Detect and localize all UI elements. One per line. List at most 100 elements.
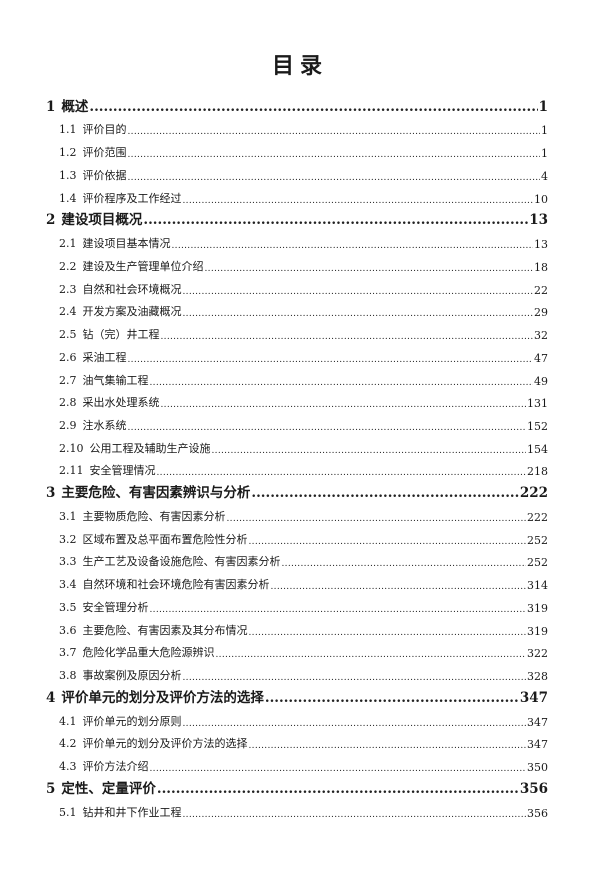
toc-section-entry[interactable]: 3.8 事故案例及原因分析 328 xyxy=(46,660,548,683)
toc-section-entry[interactable]: 3.5 安全管理分析 319 xyxy=(46,592,548,615)
entry-page-number: 1 xyxy=(541,124,548,138)
entry-label: 1.1 评价目的 xyxy=(59,121,127,137)
entry-label: 2.9 注水系统 xyxy=(59,417,127,433)
entry-number: 2.1 xyxy=(59,237,77,251)
entry-label: 4.1 评价单元的划分原则 xyxy=(59,713,182,729)
entry-page-number: 314 xyxy=(527,579,548,593)
entry-number: 2.6 xyxy=(59,350,77,364)
entry-label: 1 概述 xyxy=(46,95,88,115)
entry-label: 1.3 评价依据 xyxy=(59,167,127,183)
toc-section-entry[interactable]: 3.3 生产工艺及设备设施危险、有害因素分析 252 xyxy=(46,547,548,569)
entry-title: 开发方案及油藏概况 xyxy=(82,305,182,319)
entry-title: 定性、定量评价 xyxy=(61,780,156,797)
toc-section-entry[interactable]: 4.2 评价单元的划分及评价方法的选择 347 xyxy=(46,729,548,751)
entry-number: 3.7 xyxy=(59,646,77,660)
toc-section-entry[interactable]: 2.1 建设项目基本情况 13 xyxy=(46,228,548,251)
entry-number: 3.5 xyxy=(59,600,77,614)
entry-title: 评价单元的划分及评价方法的选择 xyxy=(61,689,264,706)
dot-leader xyxy=(172,241,534,251)
entry-number: 2.7 xyxy=(59,373,77,387)
toc-section-entry[interactable]: 4.1 评价单元的划分原则 347 xyxy=(46,706,548,729)
entry-page-number: 29 xyxy=(534,306,548,320)
entry-number: 2.8 xyxy=(59,396,77,410)
entry-title: 评价单元的划分原则 xyxy=(82,714,182,728)
entry-title: 主要危险、有害因素辨识与分析 xyxy=(61,485,251,502)
entry-number: 2.10 xyxy=(59,441,84,455)
entry-title: 评价依据 xyxy=(82,168,127,182)
toc-section-entry[interactable]: 2.8 采出水处理系统 131 xyxy=(46,388,548,410)
toc-section-entry[interactable]: 4.3 评价方法介绍 350 xyxy=(46,751,548,774)
dot-leader xyxy=(205,264,534,274)
entry-title: 事故案例及原因分析 xyxy=(82,669,182,683)
entry-number: 4 xyxy=(46,689,56,706)
entry-page-number: 18 xyxy=(534,260,548,274)
toc-section-entry[interactable]: 2.11 安全管理情况 218 xyxy=(46,456,548,478)
entry-label: 3.5 安全管理分析 xyxy=(59,599,149,615)
entry-number: 2.3 xyxy=(59,282,77,296)
entry-page-number: 32 xyxy=(534,329,548,343)
entry-page-number: 222 xyxy=(527,510,548,524)
toc-chapter-entry[interactable]: 5 定性、定量评价 356 xyxy=(46,774,548,797)
entry-title: 钻（完）井工程 xyxy=(82,328,160,342)
entry-page-number: 350 xyxy=(527,761,548,775)
entry-label: 3.1 主要物质危险、有害因素分析 xyxy=(59,508,226,524)
toc-chapter-entry[interactable]: 1 概述 1 xyxy=(46,92,548,115)
entry-label: 5 定性、定量评价 xyxy=(46,777,156,797)
toc-section-entry[interactable]: 2.3 自然和社会环境概况 22 xyxy=(46,274,548,297)
dot-leader xyxy=(265,690,519,706)
toc-section-entry[interactable]: 1.4 评价程序及工作经过 10 xyxy=(46,183,548,206)
toc-section-entry[interactable]: 1.3 评价依据 4 xyxy=(46,160,548,183)
entry-number: 1.2 xyxy=(59,146,77,160)
toc-section-entry[interactable]: 2.9 注水系统 152 xyxy=(46,410,548,433)
entry-number: 2.2 xyxy=(59,259,77,273)
dot-leader xyxy=(251,485,518,501)
entry-label: 4 评价单元的划分及评价方法的选择 xyxy=(46,686,264,706)
entry-number: 4.3 xyxy=(59,760,77,774)
toc-chapter-entry[interactable]: 3 主要危险、有害因素辨识与分析 222 xyxy=(46,478,548,501)
toc-section-entry[interactable]: 3.2 区域布置及总平面布置危险性分析 252 xyxy=(46,524,548,547)
entry-title: 建设项目概况 xyxy=(61,212,143,229)
entry-title: 评价范围 xyxy=(82,146,127,160)
entry-page-number: 319 xyxy=(527,624,548,638)
table-of-contents: 1概述11.1评价目的11.2评价范围11.3评价依据41.4评价程序及工作经过… xyxy=(46,92,548,820)
entry-label: 2.10 公用工程及辅助生产设施 xyxy=(59,440,211,456)
entry-label: 3.4 自然环境和社会环境危险有害因素分析 xyxy=(59,576,270,592)
toc-chapter-entry[interactable]: 2 建设项目概况 13 xyxy=(46,206,548,229)
entry-title: 自然环境和社会环境危险有害因素分析 xyxy=(82,578,270,592)
dot-leader xyxy=(216,650,527,660)
entry-title: 采油工程 xyxy=(82,350,127,364)
toc-section-entry[interactable]: 1.2 评价范围 1 xyxy=(46,137,548,160)
entry-label: 4.2 评价单元的划分及评价方法的选择 xyxy=(59,735,248,751)
toc-section-entry[interactable]: 2.2 建设及生产管理单位介绍 18 xyxy=(46,251,548,274)
toc-section-entry[interactable]: 2.5 钻（完）井工程 32 xyxy=(46,319,548,342)
toc-section-entry[interactable]: 1.1 评价目的 1 xyxy=(46,115,548,138)
toc-section-entry[interactable]: 3.6 主要危险、有害因素及其分布情况 319 xyxy=(46,615,548,638)
toc-section-entry[interactable]: 5.1 钻井和井下作业工程 356 xyxy=(46,797,548,820)
entry-page-number: 47 xyxy=(534,351,548,365)
toc-section-entry[interactable]: 2.4 开发方案及油藏概况 29 xyxy=(46,297,548,320)
toc-section-entry[interactable]: 3.7 危险化学品重大危险源辨识 322 xyxy=(46,638,548,660)
entry-title: 区域布置及总平面布置危险性分析 xyxy=(82,532,248,546)
dot-leader xyxy=(161,400,527,410)
dot-leader xyxy=(212,446,527,456)
entry-page-number: 4 xyxy=(541,169,548,183)
toc-section-entry[interactable]: 2.6 采油工程 47 xyxy=(46,342,548,365)
toc-section-entry[interactable]: 3.1 主要物质危险、有害因素分析 222 xyxy=(46,501,548,524)
entry-page-number: 347 xyxy=(527,715,548,729)
entry-label: 3.2 区域布置及总平面布置危险性分析 xyxy=(59,531,248,547)
toc-section-entry[interactable]: 3.4 自然环境和社会环境危险有害因素分析 314 xyxy=(46,569,548,592)
toc-section-entry[interactable]: 2.7 油气集输工程 49 xyxy=(46,365,548,388)
dot-leader xyxy=(183,673,527,683)
toc-section-entry[interactable]: 2.10 公用工程及辅助生产设施 154 xyxy=(46,433,548,456)
entry-label: 2.4 开发方案及油藏概况 xyxy=(59,303,182,319)
entry-title: 评价程序及工作经过 xyxy=(82,191,182,205)
toc-chapter-entry[interactable]: 4 评价单元的划分及评价方法的选择 347 xyxy=(46,683,548,706)
entry-title: 主要物质危险、有害因素分析 xyxy=(82,509,226,523)
dot-leader xyxy=(249,628,527,638)
dot-leader xyxy=(282,559,527,569)
entry-page-number: 154 xyxy=(527,442,548,456)
entry-page-number: 13 xyxy=(529,212,548,229)
entry-label: 1.4 评价程序及工作经过 xyxy=(59,190,182,206)
entry-number: 5.1 xyxy=(59,805,77,819)
dot-leader xyxy=(183,719,527,729)
